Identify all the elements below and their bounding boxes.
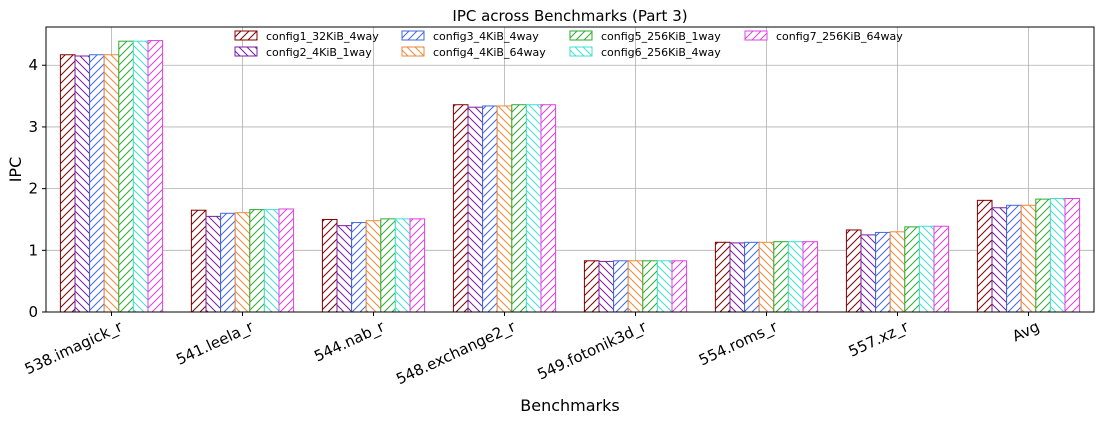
bar-554-roms-r-config2-4kib-1way xyxy=(729,242,746,313)
bar-538-imagick-r-config4-4kib-64way xyxy=(103,54,120,313)
legend-label-config5-256kib-1way: config5_256KiB_1way xyxy=(601,30,721,43)
bar-avg-config7-256kib-64way xyxy=(1064,197,1081,313)
bar-538-imagick-r-config3-4kib-4way xyxy=(89,54,105,313)
bar-548-exchange2-r-config2-4kib-1way xyxy=(467,106,484,313)
bar-544-nab-r-config2-4kib-1way xyxy=(336,225,353,313)
bar-avg-config6-256kib-4way xyxy=(1049,197,1066,313)
y-tick-label: 1 xyxy=(28,241,38,259)
legend-swatch-config2-4kib-1way xyxy=(234,46,258,57)
bar-554-roms-r-config6-256kib-4way xyxy=(787,241,804,313)
bar-544-nab-r-config7-256kib-64way xyxy=(409,218,426,313)
bar-avg-config4-4kib-64way xyxy=(1020,204,1037,313)
bars xyxy=(59,40,1081,313)
bar-541-leela-r-config7-256kib-64way xyxy=(278,208,295,313)
bar-549-fotonik3d-r-config1-32kib-4way xyxy=(583,260,600,313)
legend-label-config6-256kib-4way: config6_256KiB_4way xyxy=(601,46,721,59)
bar-557-xz-r-config4-4kib-64way xyxy=(889,231,906,313)
bar-549-fotonik3d-r-config4-4kib-64way xyxy=(627,260,644,313)
bar-538-imagick-r-config7-256kib-64way xyxy=(147,40,164,313)
bar-557-xz-r-config6-256kib-4way xyxy=(918,225,935,313)
y-axis: 0 1 2 3 4 xyxy=(28,56,46,321)
legend-swatch-config4-4kib-64way xyxy=(401,46,425,57)
legend-swatch-config5-256kib-1way xyxy=(569,30,593,41)
legend-label-config1-32kib-4way: config1_32KiB_4way xyxy=(266,30,379,43)
bar-avg-config2-4kib-1way xyxy=(991,207,1008,313)
bar-avg-config1-32kib-4way xyxy=(976,199,993,313)
bar-548-exchange2-r-config7-256kib-64way xyxy=(540,104,557,313)
bar-549-fotonik3d-r-config6-256kib-4way xyxy=(656,260,673,313)
x-tick-label: 538.imagick_r xyxy=(22,317,127,379)
y-tick-label: 2 xyxy=(28,180,38,198)
bar-557-xz-r-config7-256kib-64way xyxy=(933,225,950,313)
x-tick-label: 557.xz_r xyxy=(846,317,913,362)
legend-swatch-config1-32kib-4way xyxy=(234,30,258,41)
legend-swatch-config7-256kib-64way xyxy=(744,30,768,41)
bar-557-xz-r-config2-4kib-1way xyxy=(860,234,877,313)
legend: config1_32KiB_4way config2_4KiB_1way confi… xyxy=(234,30,903,59)
bar-554-roms-r-config7-256kib-64way xyxy=(802,241,819,313)
bar-549-fotonik3d-r-config5-256kib-1way xyxy=(642,260,658,313)
bar-544-nab-r-config3-4kib-4way xyxy=(351,222,367,313)
bar-549-fotonik3d-r-config3-4kib-4way xyxy=(613,260,629,313)
y-tick-label: 4 xyxy=(28,56,38,74)
bar-541-leela-r-config2-4kib-1way xyxy=(205,215,222,313)
bar-549-fotonik3d-r-config2-4kib-1way xyxy=(598,260,615,313)
bar-557-xz-r-config1-32kib-4way xyxy=(845,229,862,313)
bar-541-leela-r-config4-4kib-64way xyxy=(234,212,251,313)
bar-554-roms-r-config3-4kib-4way xyxy=(744,241,760,313)
plot-frame xyxy=(45,26,1095,313)
bar-557-xz-r-config3-4kib-4way xyxy=(875,231,891,313)
y-tick-label: 3 xyxy=(28,118,38,136)
x-axis: 538.imagick_r 541.leela_r 544.nab_r 548.exc… xyxy=(22,312,1042,389)
y-tick-label: 0 xyxy=(28,303,38,321)
chart-title: IPC across Benchmarks (Part 3) xyxy=(452,7,687,25)
bar-554-roms-r-config1-32kib-4way xyxy=(714,241,731,313)
legend-swatch-config6-256kib-4way xyxy=(569,46,593,57)
bar-544-nab-r-config4-4kib-64way xyxy=(365,220,382,313)
bar-538-imagick-r-config1-32kib-4way xyxy=(59,54,76,313)
bar-avg-config5-256kib-1way xyxy=(1035,198,1051,313)
bar-541-leela-r-config3-4kib-4way xyxy=(220,212,236,313)
bar-544-nab-r-config5-256kib-1way xyxy=(380,218,396,313)
bar-549-fotonik3d-r-config7-256kib-64way xyxy=(671,260,688,313)
x-tick-label: 548.exchange2_r xyxy=(393,317,519,389)
x-tick-label: 544.nab_r xyxy=(311,317,388,366)
bar-557-xz-r-config5-256kib-1way xyxy=(904,226,920,313)
legend-label-config3-4kib-4way: config3_4KiB_4way xyxy=(433,30,539,43)
bar-548-exchange2-r-config4-4kib-64way xyxy=(496,105,513,313)
bar-554-roms-r-config4-4kib-64way xyxy=(758,241,775,313)
bar-538-imagick-r-config5-256kib-1way xyxy=(118,40,134,313)
bar-548-exchange2-r-config1-32kib-4way xyxy=(452,104,469,313)
bar-554-roms-r-config5-256kib-1way xyxy=(773,241,789,313)
bar-548-exchange2-r-config6-256kib-4way xyxy=(525,104,542,313)
bar-544-nab-r-config1-32kib-4way xyxy=(321,218,338,313)
legend-label-config4-4kib-64way: config4_4KiB_64way xyxy=(433,46,546,59)
bar-548-exchange2-r-config5-256kib-1way xyxy=(511,104,527,313)
bar-541-leela-r-config1-32kib-4way xyxy=(190,209,207,313)
x-axis-title: Benchmarks xyxy=(520,396,619,415)
legend-label-config2-4kib-1way: config2_4KiB_1way xyxy=(266,46,372,59)
x-tick-label: 541.leela_r xyxy=(173,317,257,370)
bar-avg-config3-4kib-4way xyxy=(1006,204,1022,313)
x-tick-label: 549.fotonik3d_r xyxy=(535,317,651,384)
bar-544-nab-r-config6-256kib-4way xyxy=(394,218,411,313)
x-tick-label: 554.roms_r xyxy=(696,317,781,370)
legend-swatch-config3-4kib-4way xyxy=(401,30,425,41)
legend-label-config7-256kib-64way: config7_256KiB_64way xyxy=(776,30,903,43)
bar-541-leela-r-config5-256kib-1way xyxy=(249,209,265,313)
x-tick-label: Avg xyxy=(1009,317,1042,345)
bar-548-exchange2-r-config3-4kib-4way xyxy=(482,105,498,313)
y-axis-title: IPC xyxy=(6,157,25,183)
bar-538-imagick-r-config6-256kib-4way xyxy=(132,40,149,313)
bar-541-leela-r-config6-256kib-4way xyxy=(263,209,280,313)
bar-538-imagick-r-config2-4kib-1way xyxy=(74,55,91,313)
